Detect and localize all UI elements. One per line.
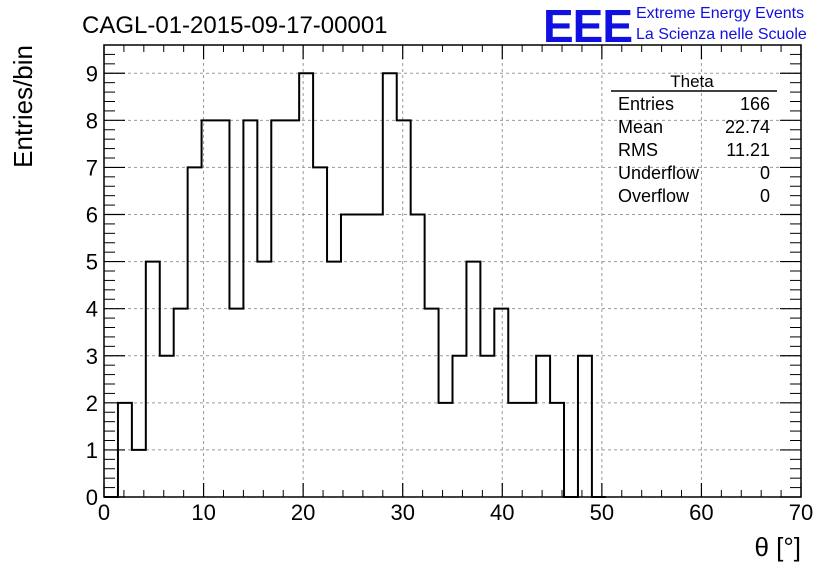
stats-row-label: RMS — [618, 140, 658, 160]
axis-ticks — [103, 44, 802, 498]
y-tick-label: 0 — [86, 485, 98, 510]
plot-frame — [103, 44, 802, 498]
logo-mark: EEE — [543, 0, 632, 52]
y-tick-label: 2 — [86, 391, 98, 416]
y-tick-label: 8 — [86, 108, 98, 133]
x-tick-labels: 0 10 20 30 40 50 60 70 — [98, 500, 813, 525]
stats-row-label: Mean — [618, 117, 663, 137]
x-axis-label: θ [°] — [754, 532, 801, 562]
stats-row-value: 0 — [760, 186, 770, 206]
eee-logo: EEE Extreme Energy Events La Scienza nel… — [543, 0, 807, 52]
x-tick-label: 30 — [390, 500, 414, 525]
y-tick-label: 4 — [86, 297, 98, 322]
y-tick-label: 7 — [86, 155, 98, 180]
x-tick-label: 60 — [689, 500, 713, 525]
stats-box: Theta Entries 166 Mean 22.74 RMS 11.21 Underfl… — [611, 72, 777, 206]
y-tick-labels: 0 1 2 3 4 5 6 7 8 9 — [86, 61, 98, 510]
logo-line-1: Extreme Energy Events — [636, 5, 804, 22]
logo-line-2: La Scienza nelle Scuole — [636, 26, 807, 43]
x-tick-label: 20 — [291, 500, 315, 525]
stats-row-value: 166 — [740, 94, 770, 114]
grid-lines — [104, 45, 801, 497]
stats-row-value: 11.21 — [726, 140, 770, 160]
y-tick-label: 3 — [86, 344, 98, 369]
y-tick-label: 9 — [86, 61, 98, 86]
x-tick-label: 10 — [191, 500, 215, 525]
x-tick-label: 50 — [590, 500, 614, 525]
stats-title: Theta — [670, 72, 714, 91]
stats-row-label: Entries — [618, 94, 674, 114]
stats-row-value: 22.74 — [725, 117, 770, 137]
stats-row-value: 0 — [760, 163, 770, 183]
chart-title: CAGL-01-2015-09-17-00001 — [82, 12, 388, 39]
x-tick-label: 0 — [98, 500, 110, 525]
y-tick-label: 1 — [86, 438, 98, 463]
stats-row-label: Overflow — [618, 186, 690, 206]
y-tick-label: 6 — [86, 203, 98, 228]
x-tick-label: 70 — [789, 500, 813, 525]
stats-row-label: Underflow — [618, 163, 700, 183]
y-tick-label: 5 — [86, 250, 98, 275]
y-axis-label: Entries/bin — [8, 45, 38, 168]
x-tick-label: 40 — [490, 500, 514, 525]
histogram-series — [104, 72, 606, 498]
